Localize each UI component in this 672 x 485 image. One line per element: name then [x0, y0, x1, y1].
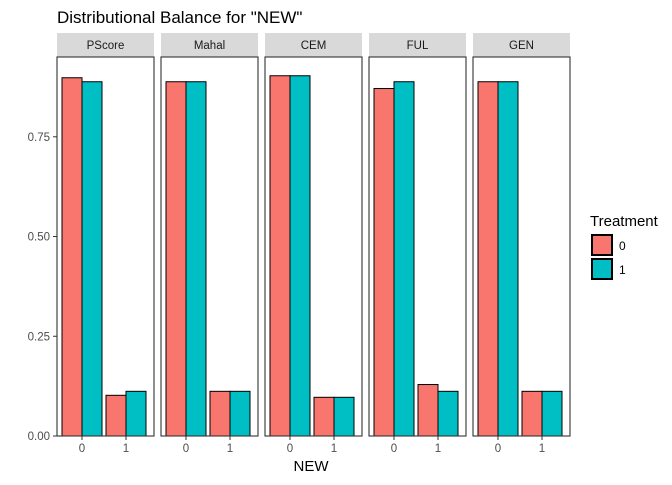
bar	[373, 88, 395, 437]
bar	[541, 390, 563, 437]
bar	[81, 81, 103, 437]
bar	[417, 384, 439, 437]
facet-panel: PScore 0 1	[56, 33, 155, 455]
facet-panel: FUL 0 1	[368, 33, 467, 455]
x-tick-label: 0	[495, 443, 501, 455]
x-tick-label: 0	[79, 443, 85, 455]
facet-panels: PScore 0 1 Mahal 0 1 CEM 0 1 FUL 0 1 GEN 0 1	[56, 33, 571, 455]
panel-border	[472, 56, 571, 437]
panel-border	[264, 56, 363, 437]
y-tick-label: 0.50	[28, 232, 50, 244]
y-tick-label: 0.25	[28, 331, 50, 343]
x-tick-label: 0	[287, 443, 293, 455]
bar	[393, 81, 415, 437]
facet-label: FUL	[407, 40, 429, 52]
y-axis: 0.00 0.25 0.50 0.75	[28, 132, 57, 443]
chart-title: Distributional Balance for "NEW"	[57, 8, 302, 27]
x-tick-label: 1	[539, 443, 545, 455]
facet-label: GEN	[509, 40, 534, 52]
facet-strip	[161, 33, 258, 57]
facet-label: Mahal	[194, 40, 225, 52]
legend-key	[591, 258, 613, 280]
facet-label: CEM	[301, 40, 327, 52]
x-tick-label: 1	[331, 443, 337, 455]
legend-title: Treatment	[590, 213, 659, 230]
facet-panel: CEM 0 1	[264, 33, 363, 455]
bar	[477, 81, 499, 437]
legend: Treatment 0 1	[590, 213, 659, 280]
y-tick-label: 0.00	[28, 431, 50, 443]
bar	[497, 81, 519, 437]
bar	[165, 81, 187, 437]
bar	[229, 390, 251, 437]
bar	[437, 390, 459, 437]
x-tick-label: 1	[123, 443, 129, 455]
panel-border	[56, 56, 155, 437]
bar	[61, 77, 83, 437]
facet-strip	[369, 33, 466, 57]
x-tick-label: 1	[435, 443, 441, 455]
bar	[333, 396, 355, 437]
panel-border	[368, 56, 467, 437]
bar	[125, 390, 147, 437]
bar	[521, 390, 543, 437]
legend-label: 0	[619, 239, 626, 253]
panel-border	[160, 56, 259, 437]
facet-panel: Mahal 0 1	[160, 33, 259, 455]
bar	[209, 390, 231, 437]
bar	[269, 75, 291, 437]
y-tick-label: 0.75	[28, 132, 50, 144]
x-axis-title: NEW	[294, 458, 330, 475]
legend-label: 1	[619, 263, 626, 277]
legend-key	[591, 234, 613, 256]
facet-strip	[265, 33, 362, 57]
bar	[289, 75, 311, 437]
bar	[185, 81, 207, 437]
bar	[105, 394, 127, 437]
bar	[313, 396, 335, 437]
x-tick-label: 1	[227, 443, 233, 455]
facet-panel: GEN 0 1	[472, 33, 571, 455]
facet-label: PScore	[87, 40, 125, 52]
facet-strip	[57, 33, 154, 57]
facet-strip	[473, 33, 570, 57]
x-tick-label: 0	[391, 443, 397, 455]
x-tick-label: 0	[183, 443, 189, 455]
